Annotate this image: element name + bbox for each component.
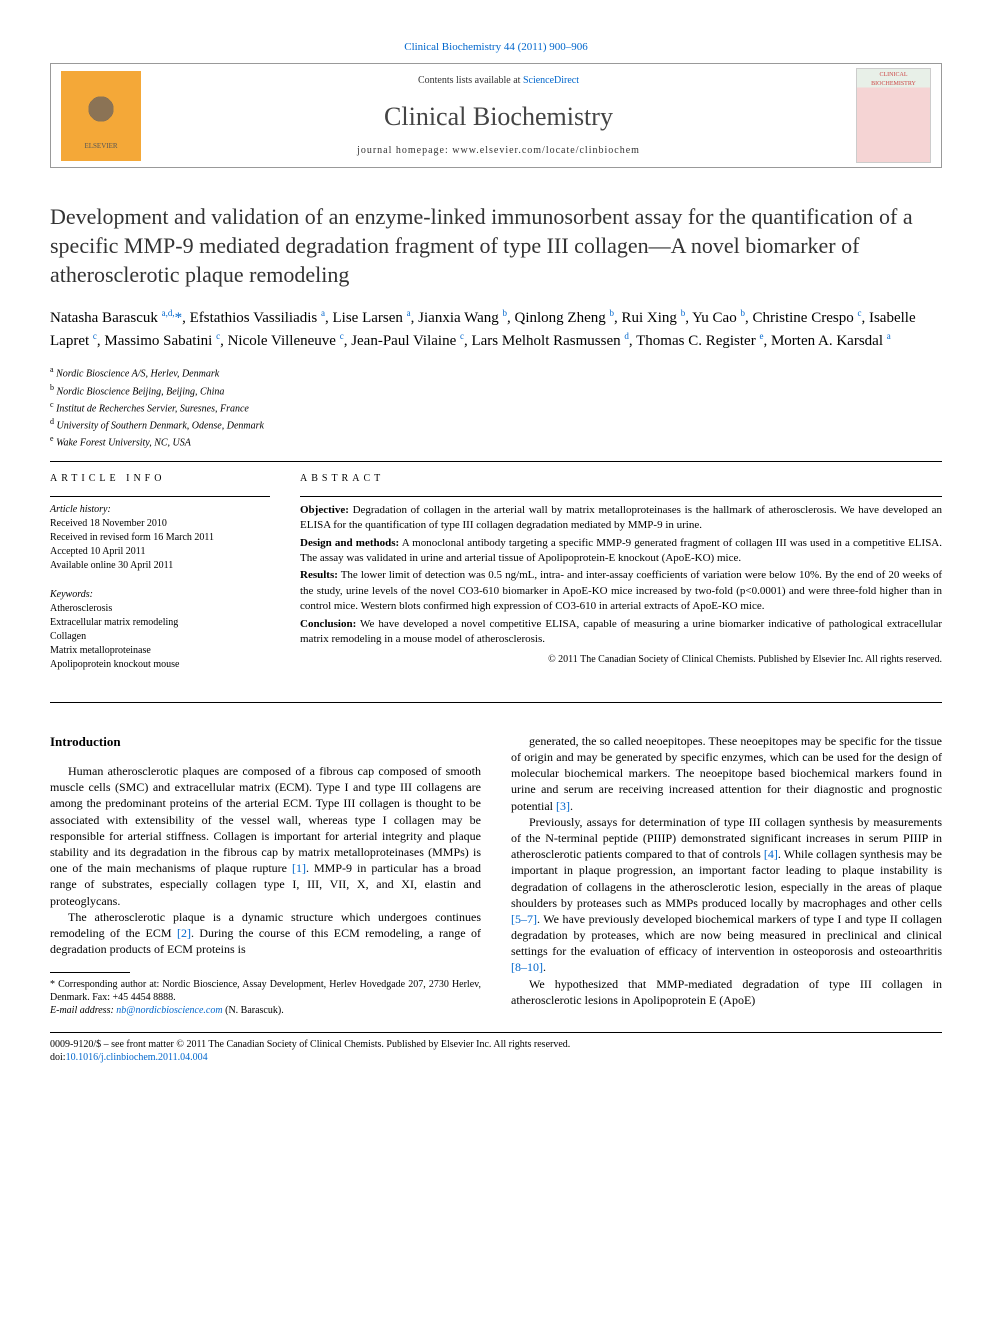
- abstract-copyright: © 2011 The Canadian Society of Clinical …: [300, 653, 942, 667]
- abstract-section: Conclusion: We have developed a novel co…: [300, 617, 942, 648]
- homepage-line: journal homepage: www.elsevier.com/locat…: [357, 144, 640, 158]
- history-line: Available online 30 April 2011: [50, 559, 270, 573]
- homepage-url[interactable]: www.elsevier.com/locate/clinbiochem: [452, 145, 640, 156]
- ref-link[interactable]: [1]: [292, 861, 306, 875]
- abstract-section: Results: The lower limit of detection wa…: [300, 568, 942, 614]
- page-container: Clinical Biochemistry 44 (2011) 900–906 …: [0, 0, 992, 1094]
- footer-text: 0009-9120/$ – see front matter © 2011 Th…: [50, 1038, 942, 1064]
- cover-label: CLINICAL BIOCHEMISTRY: [859, 71, 928, 88]
- journal-cover-area: CLINICAL BIOCHEMISTRY: [846, 64, 941, 167]
- footer-copyright: 0009-9120/$ – see front matter © 2011 Th…: [50, 1038, 942, 1051]
- info-abstract-row: ARTICLE INFO Article history: Received 1…: [50, 472, 942, 687]
- contents-prefix: Contents lists available at: [418, 75, 523, 86]
- email-line: E-mail address: nb@nordicbioscience.com …: [50, 1004, 481, 1017]
- article-info-column: ARTICLE INFO Article history: Received 1…: [50, 472, 270, 687]
- footnote-rule: [50, 972, 130, 973]
- footer-rule: [50, 1032, 942, 1033]
- homepage-prefix: journal homepage:: [357, 145, 452, 156]
- email-address[interactable]: nb@nordicbioscience.com: [116, 1005, 222, 1016]
- body-paragraph: Human atherosclerotic plaques are compos…: [50, 763, 481, 909]
- body-paragraph: The atherosclerotic plaque is a dynamic …: [50, 909, 481, 958]
- keywords-block: Keywords: AtherosclerosisExtracellular m…: [50, 588, 270, 672]
- doi-link[interactable]: 10.1016/j.clinbiochem.2011.04.004: [66, 1052, 208, 1063]
- header-citation-link[interactable]: Clinical Biochemistry 44 (2011) 900–906: [50, 40, 942, 55]
- affiliation-line: b Nordic Bioscience Beijing, Beijing, Ch…: [50, 382, 942, 399]
- abstract-column: ABSTRACT Objective: Degradation of colla…: [300, 472, 942, 687]
- article-title: Development and validation of an enzyme-…: [50, 203, 942, 289]
- footer-doi-line: doi:10.1016/j.clinbiochem.2011.04.004: [50, 1051, 942, 1064]
- ref-link[interactable]: [5–7]: [511, 912, 537, 926]
- affiliation-line: c Institut de Recherches Servier, Suresn…: [50, 399, 942, 416]
- keyword-line: Collagen: [50, 630, 270, 644]
- introduction-heading: Introduction: [50, 733, 481, 751]
- ref-link[interactable]: [3]: [556, 799, 570, 813]
- ref-link[interactable]: [8–10]: [511, 960, 543, 974]
- abstract-section: Objective: Degradation of collagen in th…: [300, 503, 942, 534]
- body-two-column: Introduction Human atherosclerotic plaqu…: [50, 733, 942, 1017]
- affiliation-line: e Wake Forest University, NC, USA: [50, 433, 942, 450]
- keywords-label: Keywords:: [50, 588, 270, 602]
- abstract-rule: [300, 496, 942, 497]
- sciencedirect-link[interactable]: ScienceDirect: [523, 75, 579, 86]
- keyword-line: Apolipoprotein knockout mouse: [50, 658, 270, 672]
- publisher-name: ELSEVIER: [84, 142, 117, 152]
- history-label: Article history:: [50, 503, 270, 517]
- affiliation-line: a Nordic Bioscience A/S, Herlev, Denmark: [50, 364, 942, 381]
- journal-header-box: ELSEVIER Contents lists available at Sci…: [50, 63, 942, 168]
- journal-cover-thumbnail: CLINICAL BIOCHEMISTRY: [856, 68, 931, 163]
- affiliations-list: a Nordic Bioscience A/S, Herlev, Denmark…: [50, 364, 942, 451]
- affiliation-line: d University of Southern Denmark, Odense…: [50, 416, 942, 433]
- abstract-heading: ABSTRACT: [300, 472, 942, 486]
- header-center: Contents lists available at ScienceDirec…: [151, 64, 846, 167]
- ref-link[interactable]: [2]: [177, 926, 191, 940]
- body-paragraph: We hypothesized that MMP-mediated degrad…: [511, 976, 942, 1008]
- info-rule: [50, 496, 270, 497]
- body-right-column: generated, the so called neoepitopes. Th…: [511, 733, 942, 1017]
- email-name: (N. Barascuk).: [225, 1005, 284, 1016]
- author-list: Natasha Barascuk a,d,*, Efstathios Vassi…: [50, 307, 942, 352]
- journal-name: Clinical Biochemistry: [384, 99, 613, 135]
- body-paragraph: generated, the so called neoepitopes. Th…: [511, 733, 942, 814]
- article-info-heading: ARTICLE INFO: [50, 472, 270, 486]
- publisher-logo-area: ELSEVIER: [51, 64, 151, 167]
- keyword-line: Extracellular matrix remodeling: [50, 616, 270, 630]
- history-line: Accepted 10 April 2011: [50, 545, 270, 559]
- corresponding-text: * Corresponding author at: Nordic Biosci…: [50, 978, 481, 1004]
- keyword-line: Atherosclerosis: [50, 602, 270, 616]
- abstract-section: Design and methods: A monoclonal antibod…: [300, 536, 942, 567]
- divider-top: [50, 461, 942, 462]
- body-paragraph: Previously, assays for determination of …: [511, 814, 942, 976]
- history-line: Received in revised form 16 March 2011: [50, 531, 270, 545]
- divider-bottom: [50, 702, 942, 703]
- doi-prefix: doi:: [50, 1052, 66, 1063]
- corresponding-author-footnote: * Corresponding author at: Nordic Biosci…: [50, 978, 481, 1017]
- keyword-line: Matrix metalloproteinase: [50, 644, 270, 658]
- elsevier-tree-icon: [71, 79, 131, 139]
- email-label: E-mail address:: [50, 1005, 114, 1016]
- contents-line: Contents lists available at ScienceDirec…: [418, 74, 579, 88]
- body-left-column: Introduction Human atherosclerotic plaqu…: [50, 733, 481, 1017]
- history-line: Received 18 November 2010: [50, 517, 270, 531]
- ref-link[interactable]: [4]: [764, 847, 778, 861]
- elsevier-logo: ELSEVIER: [61, 71, 141, 161]
- article-history-block: Article history: Received 18 November 20…: [50, 503, 270, 573]
